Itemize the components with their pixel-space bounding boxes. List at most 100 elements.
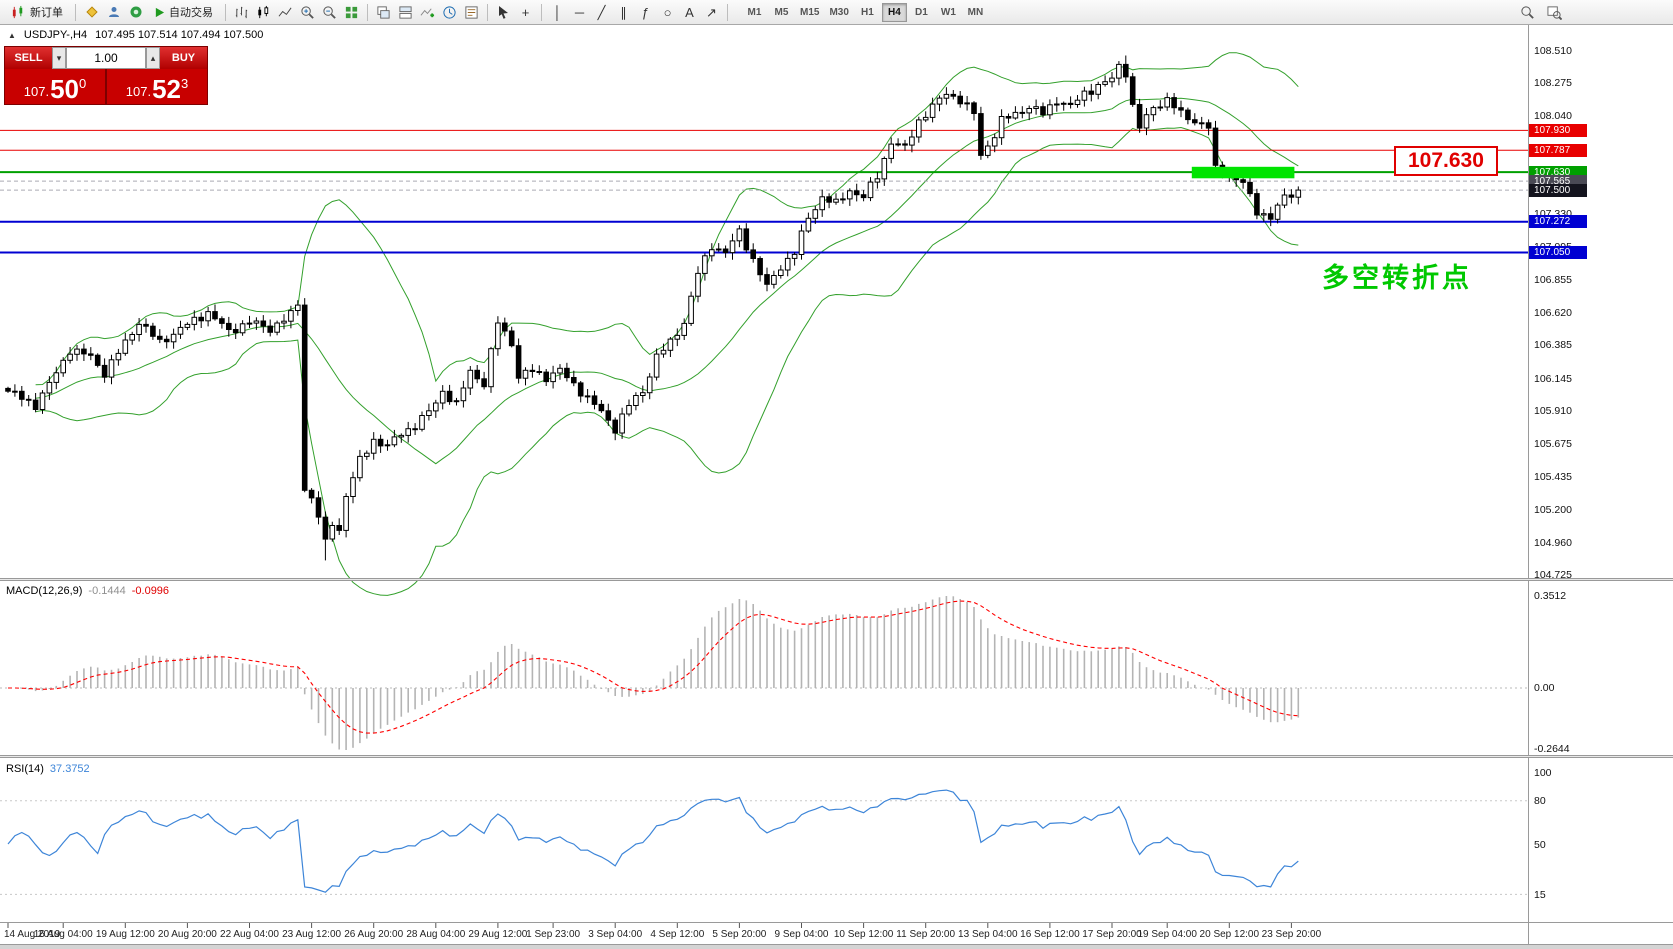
sell-button[interactable]: SELL xyxy=(5,47,52,69)
price-tag-107.930: 107.930 xyxy=(1529,123,1587,137)
indicators-icon[interactable] xyxy=(417,2,438,23)
timeframe-m5[interactable]: M5 xyxy=(774,6,789,18)
price-tag-107.050: 107.050 xyxy=(1529,246,1587,259)
rsi-header: RSI(14) 37.3752 xyxy=(6,763,90,775)
volume-increase-button[interactable]: ▴ xyxy=(146,47,160,69)
horizontal-line-tool[interactable]: ─ xyxy=(569,2,590,23)
periods-icon[interactable] xyxy=(439,2,460,23)
crosshair-tool[interactable]: + xyxy=(515,2,536,23)
profile-icon[interactable] xyxy=(103,2,124,23)
panel-separator[interactable] xyxy=(0,578,1673,581)
channel-icon: ∥ xyxy=(620,4,627,20)
x-axis-label: 23 Aug 12:00 xyxy=(282,929,342,940)
bollinger-middle-band xyxy=(35,97,1299,465)
arrange-windows-icon[interactable] xyxy=(395,2,416,23)
panel-separator[interactable] xyxy=(0,755,1673,758)
price-tag-107.787: 107.787 xyxy=(1529,143,1587,157)
highlight-rectangle[interactable] xyxy=(1191,166,1295,179)
fibonacci-tool[interactable]: ƒ xyxy=(635,2,656,23)
candlestick-chart-icon[interactable] xyxy=(253,2,274,23)
x-axis-label: 20 Aug 20:00 xyxy=(157,929,217,940)
x-axis-label: 16 Sep 12:00 xyxy=(1020,929,1080,940)
timeframe-h1[interactable]: H1 xyxy=(861,6,874,18)
rsi-value: 37.3752 xyxy=(49,763,90,775)
community-icon[interactable] xyxy=(125,2,146,23)
buy-price-pip: 3 xyxy=(181,76,189,91)
price-tag-107.500: 107.500 xyxy=(1529,183,1587,197)
rsi-label: RSI(14) xyxy=(6,763,44,775)
macd-histogram xyxy=(20,596,1300,750)
separator xyxy=(367,3,368,21)
shapes-tool[interactable]: ○ xyxy=(657,2,678,23)
y-axis-label: 106.385 xyxy=(1534,339,1572,352)
annotation-text[interactable]: 多空转折点 xyxy=(1322,263,1472,293)
cascade-windows-icon[interactable] xyxy=(373,2,394,23)
x-axis-label: 23 Sep 20:00 xyxy=(1261,929,1322,940)
rsi-scale-100: 100 xyxy=(1534,766,1552,779)
text-tool[interactable]: A xyxy=(679,2,700,23)
trendline-tool[interactable]: ╱ xyxy=(591,2,612,23)
line-chart-icon[interactable] xyxy=(275,2,296,23)
spin-down-icon: ▾ xyxy=(56,52,62,63)
templates-icon[interactable] xyxy=(461,2,482,23)
volume-input[interactable] xyxy=(66,47,146,69)
x-axis-label: 11 Sep 20:00 xyxy=(896,929,956,940)
arrow-icon: ↗ xyxy=(706,4,717,20)
macd-header: MACD(12,26,9) -0.1444 -0.0996 xyxy=(6,585,169,597)
sell-price[interactable]: 107. 50 0 xyxy=(5,69,105,104)
trendline-icon: ╱ xyxy=(597,4,606,20)
x-axis-label: 13 Sep 04:00 xyxy=(958,929,1018,940)
buy-button[interactable]: BUY xyxy=(160,47,207,69)
timeframe-h4[interactable]: H4 xyxy=(881,2,907,22)
new-order-button[interactable]: 新订单 xyxy=(4,2,70,23)
zoom-out-icon[interactable] xyxy=(319,2,340,23)
y-axis-label: 106.620 xyxy=(1534,306,1572,319)
cursor-tool[interactable] xyxy=(493,2,514,23)
macd-scale-max: 0.3512 xyxy=(1534,590,1567,602)
buy-price[interactable]: 107. 52 3 xyxy=(107,69,207,104)
rsi-scale-15: 15 xyxy=(1534,888,1546,901)
x-axis-label: 26 Aug 20:00 xyxy=(344,929,404,940)
timeframe-mn[interactable]: MN xyxy=(967,6,984,18)
x-axis-label: 9 Sep 04:00 xyxy=(774,929,829,940)
chart-search-icon[interactable] xyxy=(1544,2,1565,23)
arrows-tool[interactable]: ↗ xyxy=(701,2,722,23)
ellipse-icon: ○ xyxy=(663,4,672,20)
rsi-line xyxy=(7,789,1299,893)
separator xyxy=(727,3,728,21)
x-axis-label: 4 Sep 12:00 xyxy=(650,929,705,940)
toolbar: 新订单 自动交易 + │ ─ ╱ ∥ ƒ ○ A ↗ xyxy=(0,0,1673,25)
timeframe-d1[interactable]: D1 xyxy=(915,6,928,18)
channel-tool[interactable]: ∥ xyxy=(613,2,634,23)
timeframe-m15[interactable]: M15 xyxy=(800,6,820,18)
y-axis-label: 105.910 xyxy=(1534,405,1572,418)
x-axis-label: 22 Aug 04:00 xyxy=(220,929,279,940)
x-axis-label: 14 Aug 2019 xyxy=(4,929,61,940)
autotrading-button[interactable]: 自动交易 xyxy=(147,2,220,23)
metaquotes-icon[interactable] xyxy=(81,2,102,23)
new-order-ic.on xyxy=(12,5,23,18)
x-axis-label: 5 Sep 20:00 xyxy=(712,929,767,940)
timeframe-m30[interactable]: M30 xyxy=(829,6,849,18)
separator xyxy=(225,3,226,21)
vertical-line-icon: │ xyxy=(553,4,562,20)
sell-price-big: 50 xyxy=(50,74,79,104)
tile-windows-icon[interactable] xyxy=(341,2,362,23)
timeframe-m1[interactable]: M1 xyxy=(747,6,762,18)
symbol-search-icon[interactable] xyxy=(1517,2,1538,23)
y-axis-label: 108.275 xyxy=(1534,77,1572,90)
window-edge xyxy=(0,944,1673,949)
x-axis-label: 20 Sep 12:00 xyxy=(1199,929,1260,940)
play-icon xyxy=(155,7,165,17)
buy-price-big: 52 xyxy=(152,74,181,104)
y-axis-label: 104.960 xyxy=(1534,536,1572,549)
timeframe-w1[interactable]: W1 xyxy=(940,6,956,18)
fibonacci-icon: ƒ xyxy=(641,4,650,20)
price-level-label[interactable]: 107.630 xyxy=(1394,146,1498,176)
bar-chart-icon[interactable] xyxy=(231,2,252,23)
volume-decrease-button[interactable]: ▾ xyxy=(52,47,66,69)
vertical-line-tool[interactable]: │ xyxy=(547,2,568,23)
zoom-in-icon[interactable] xyxy=(297,2,318,23)
